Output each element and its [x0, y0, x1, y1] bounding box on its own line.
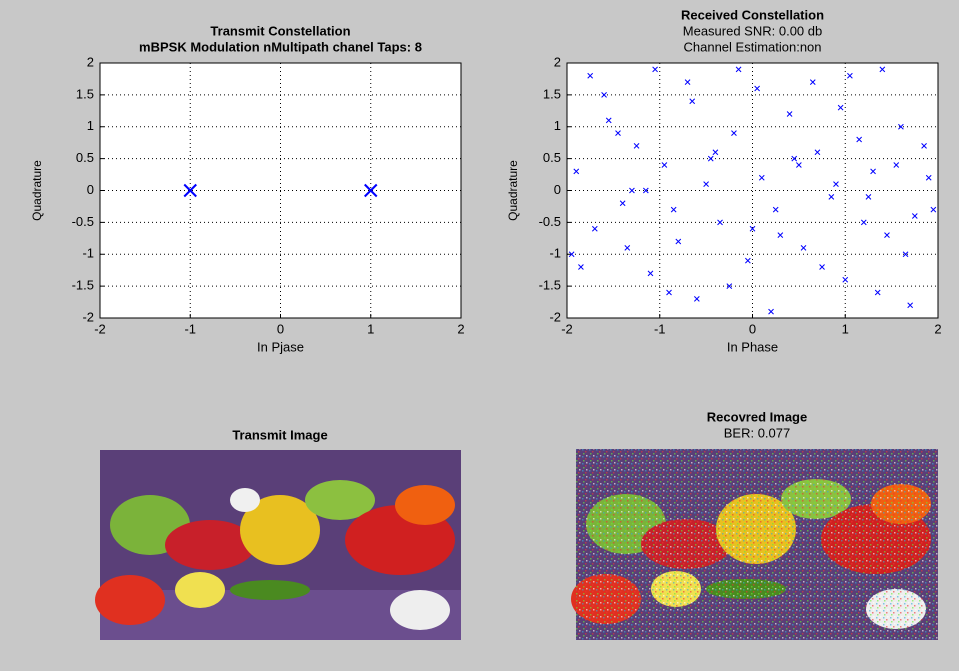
y-tick-label: 1	[87, 118, 94, 133]
figure: Transmit Image Recovred Image BER: 0.077…	[0, 0, 959, 671]
y-tick-label: 0.5	[76, 150, 94, 165]
x-tick-label: 1	[367, 321, 374, 336]
x-tick-label: -2	[94, 321, 106, 336]
image-subtitle: BER: 0.077	[724, 425, 791, 440]
x-tick-label: -1	[654, 321, 666, 336]
chart-title: Transmit Constellation	[210, 23, 350, 38]
y-tick-label: 1.5	[76, 86, 94, 101]
x-tick-label: 0	[277, 321, 284, 336]
y-tick-label: -1.5	[72, 278, 94, 293]
chart-title: Received Constellation	[681, 7, 824, 22]
x-tick-label: 2	[934, 321, 941, 336]
recovered-image	[571, 449, 938, 640]
x-tick-label: 0	[749, 321, 756, 336]
transmit-image	[95, 450, 461, 640]
chart-subtitle: Measured SNR: 0.00 db	[683, 23, 822, 38]
x-tick-label: -1	[184, 321, 196, 336]
y-tick-label: 0	[554, 182, 561, 197]
y-tick-label: 2	[87, 54, 94, 69]
y-tick-label: -2	[549, 309, 561, 324]
y-tick-label: -2	[82, 309, 94, 324]
x-tick-label: 1	[842, 321, 849, 336]
image-title: Transmit Image	[232, 427, 327, 442]
y-tick-label: -0.5	[539, 214, 561, 229]
y-tick-label: -1	[82, 246, 94, 261]
y-tick-label: -1.5	[539, 278, 561, 293]
x-tick-label: 2	[457, 321, 464, 336]
y-tick-label: 0	[87, 182, 94, 197]
y-tick-label: 1.5	[543, 86, 561, 101]
y-axis-label: Quadrature	[30, 160, 44, 221]
chart-subtitle: mBPSK Modulation nMultipath chanel Taps:…	[139, 39, 422, 54]
chart-subtitle: Channel Estimation:non	[683, 39, 821, 54]
y-tick-label: 1	[554, 118, 561, 133]
y-tick-label: 2	[554, 54, 561, 69]
x-tick-label: -2	[561, 321, 573, 336]
x-axis-label: In Phase	[727, 339, 778, 354]
y-tick-label: -1	[549, 246, 561, 261]
y-tick-label: 0.5	[543, 150, 561, 165]
y-axis-label: Quadrature	[506, 160, 520, 221]
y-tick-label: -0.5	[72, 214, 94, 229]
x-axis-label: In Pjase	[257, 339, 304, 354]
image-title: Recovred Image	[707, 409, 807, 424]
